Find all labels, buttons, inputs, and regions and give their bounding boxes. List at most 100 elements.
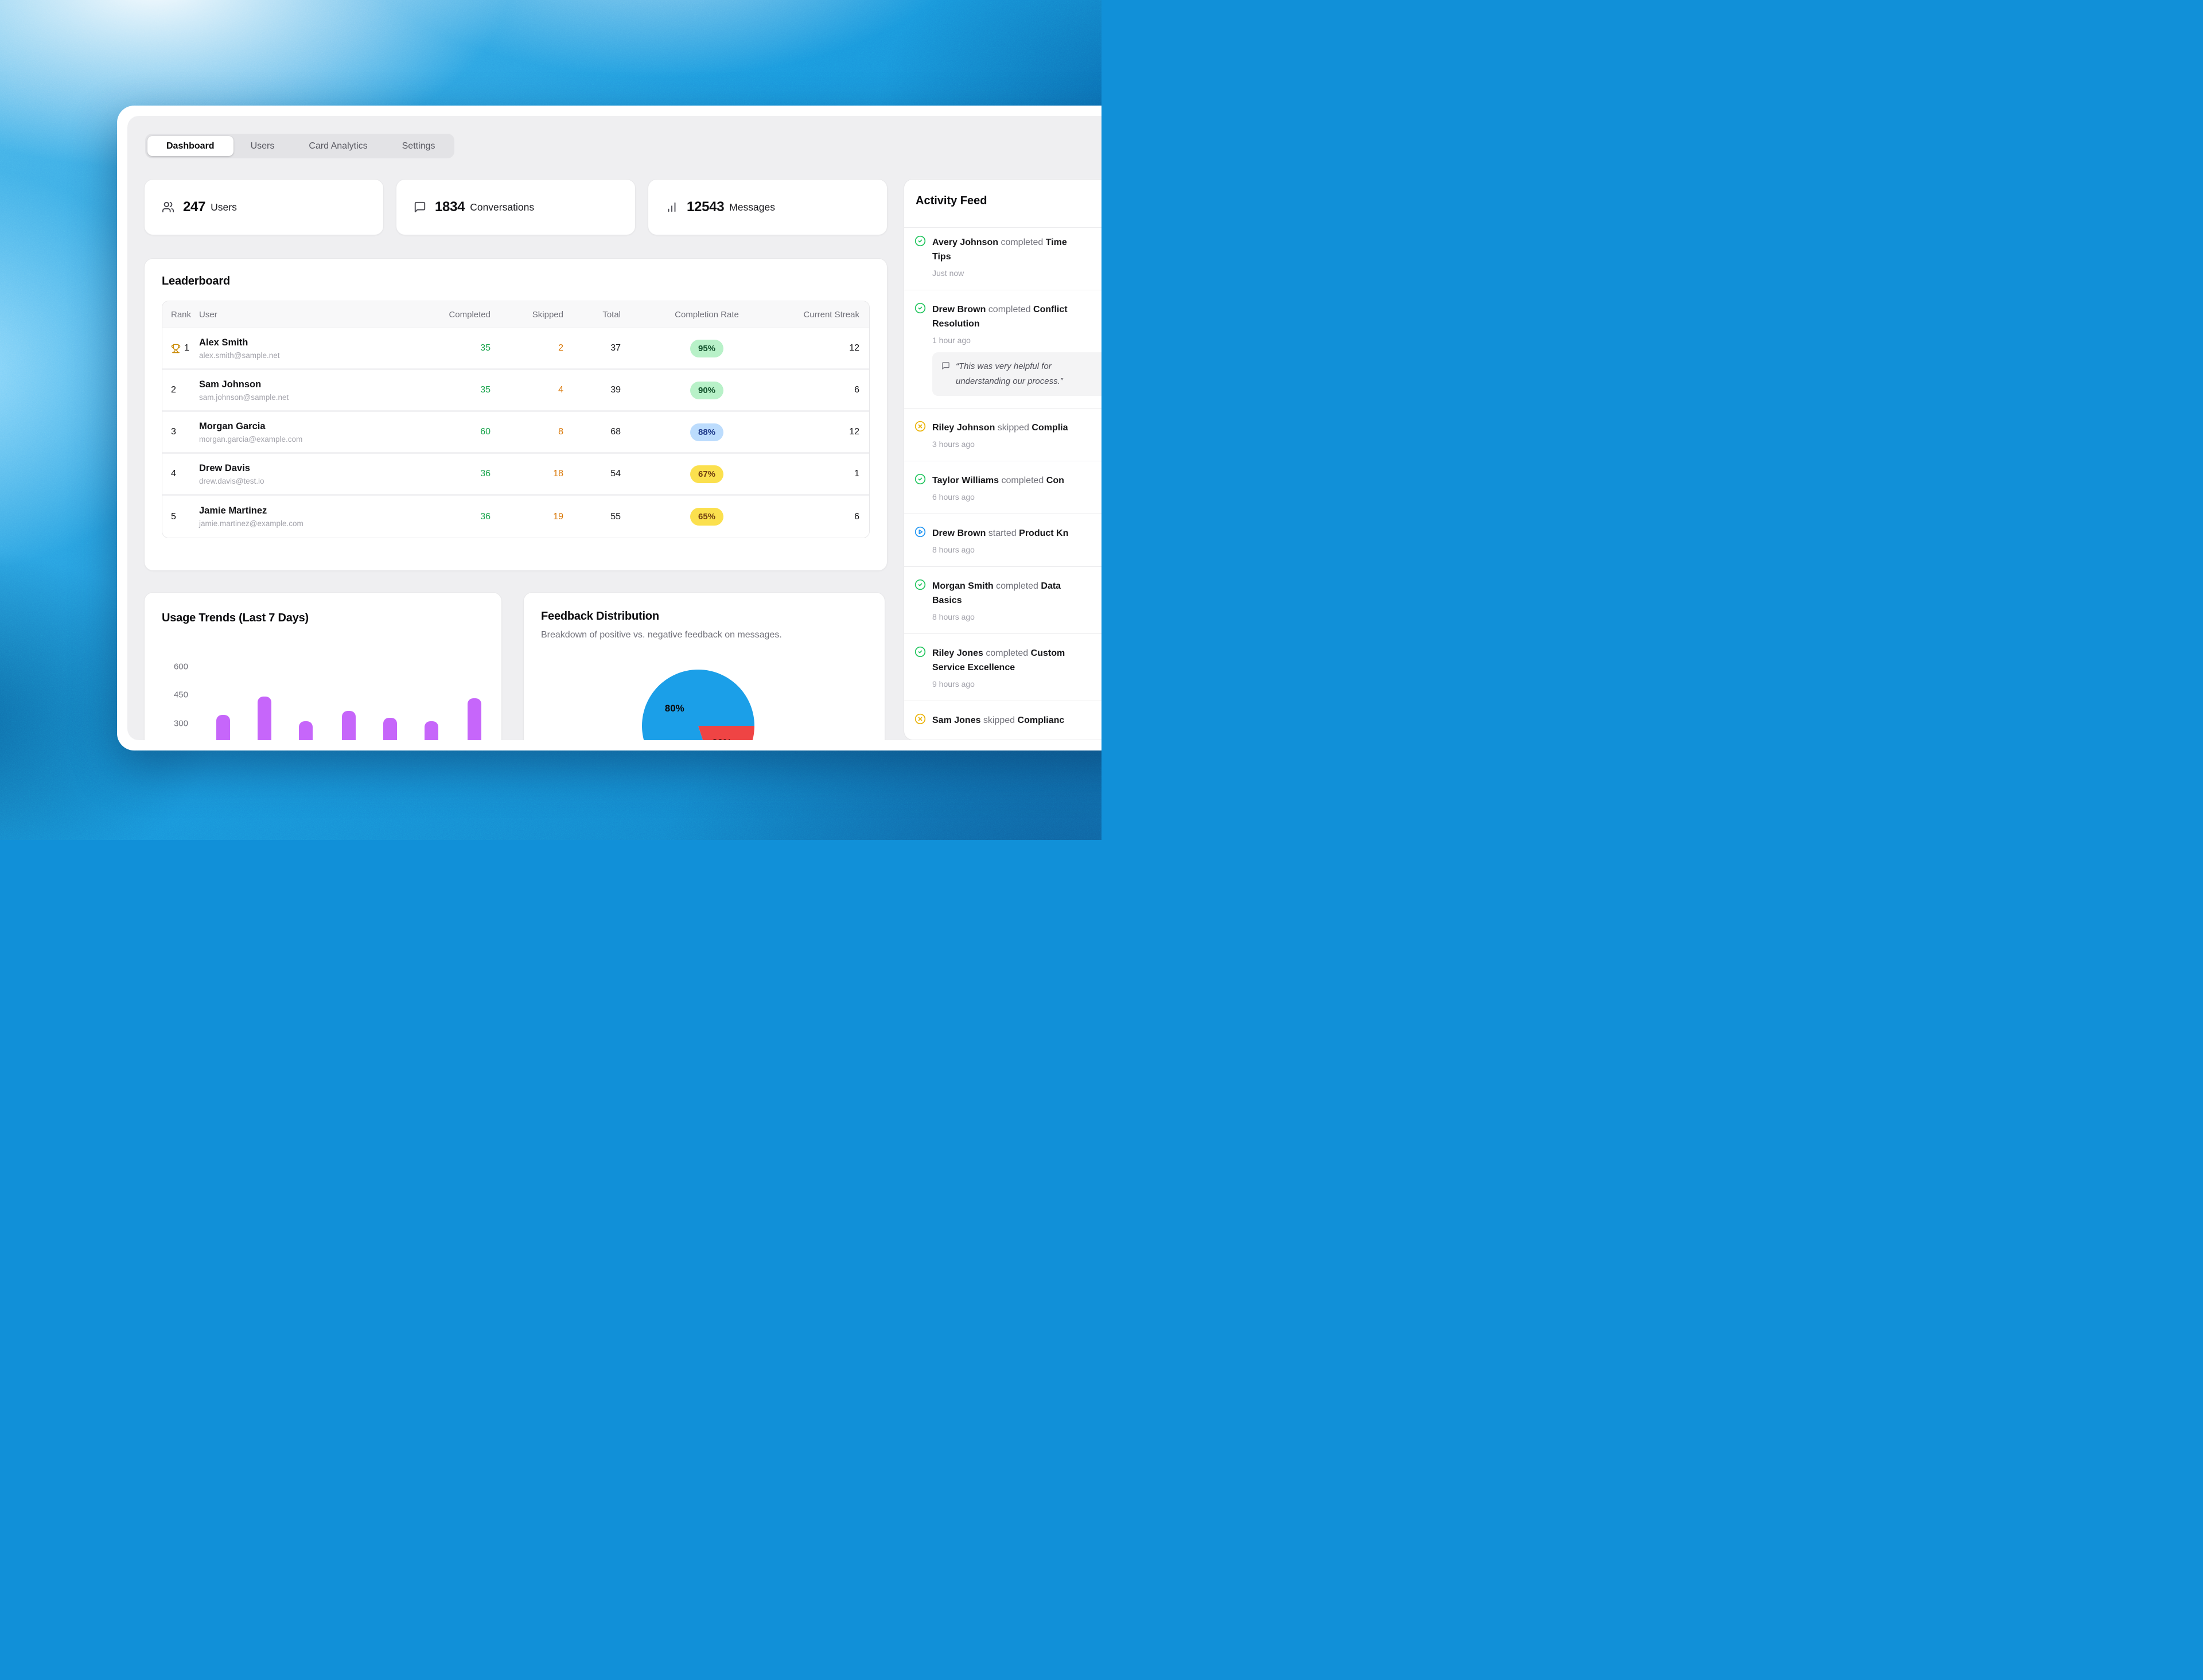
activity-item: Morgan Smith completed Data Basics 8 hours… <box>904 566 1102 633</box>
activity-segment-verb: completed <box>986 305 1031 314</box>
activity-item-body: Drew Brown completed Conflict Resolution 1… <box>932 302 1102 396</box>
usage-bar <box>216 714 230 740</box>
activity-item-text-line: Morgan Smith completed Data <box>932 579 1061 593</box>
leaderboard-body: 1 Alex Smith alex.smith@sample.net 35 2 37 95%… <box>162 328 869 538</box>
column-header-rank: Rank <box>171 309 192 320</box>
activity-item: Taylor Williams completed Con 6 hours ago <box>904 461 1102 514</box>
usage-trends-card: Usage Trends (Last 7 Days) 600 450 300 <box>144 592 502 740</box>
completed-value: 36 <box>480 469 491 479</box>
activity-segment-obj: Tips <box>932 252 951 262</box>
trophy-icon <box>171 344 181 353</box>
check-circle-icon <box>914 302 926 396</box>
activity-segment-obj: Complianc <box>1015 715 1065 725</box>
app-viewport: Dashboard Users Card Analytics Settings 247… <box>127 116 1102 740</box>
user-name: Jamie Martinez <box>199 505 267 516</box>
activity-item-text-line: Drew Brown completed Conflict <box>932 302 1102 317</box>
stat-card-users: 247 Users <box>144 179 384 235</box>
activity-feed-list[interactable]: Avery Johnson completed Time Tips Just now… <box>904 228 1102 740</box>
usage-bar <box>342 711 356 740</box>
completion-rate-cell: 88% <box>621 423 793 441</box>
leaderboard-title: Leaderboard <box>162 275 230 287</box>
stat-card-messages: 12543 Messages <box>648 179 888 235</box>
activity-segment-name: Riley Jones <box>932 648 983 658</box>
activity-item: Avery Johnson completed Time Tips Just now <box>904 228 1102 290</box>
user-name: Morgan Garcia <box>199 421 266 431</box>
bar-chart-icon <box>665 201 678 213</box>
activity-item: Riley Johnson skipped Complia 3 hours ago <box>904 408 1102 461</box>
stats-row: 247 Users 1834 Conversations 12543 Messages <box>144 179 888 235</box>
user-cell: Jamie Martinez jamie.martinez@example.com <box>199 505 417 528</box>
user-name: Sam Johnson <box>199 379 262 390</box>
activity-segment-obj: Product Kn <box>1016 528 1069 538</box>
tab-dashboard[interactable]: Dashboard <box>147 136 233 156</box>
usage-bar <box>383 717 397 740</box>
rank-number: 1 <box>184 343 189 353</box>
tab-bar: Dashboard Users Card Analytics Settings <box>145 134 455 158</box>
stat-label: Messages <box>729 201 776 213</box>
completion-rate-cell: 65% <box>621 508 793 526</box>
rank-cell: 3 <box>162 427 199 437</box>
activity-segment-obj: Basics <box>932 596 962 605</box>
check-circle-icon <box>914 646 926 689</box>
quote-text-line: understanding our process.” <box>956 376 1063 386</box>
activity-segment-name: Drew Brown <box>932 305 986 314</box>
user-email: morgan.garcia@example.com <box>199 434 303 444</box>
skipped-value: 2 <box>558 343 563 353</box>
total-value: 55 <box>610 511 621 522</box>
pie-slice-label: 20% <box>712 737 731 740</box>
rank-number: 3 <box>171 427 176 437</box>
rank-number: 4 <box>171 469 176 479</box>
activity-segment-name: Avery Johnson <box>932 238 998 247</box>
activity-item-body: Riley Johnson skipped Complia 3 hours ago <box>932 421 1068 449</box>
tab-card-analytics[interactable]: Card Analytics <box>309 141 368 151</box>
activity-item-body: Sam Jones skipped Complianc <box>932 713 1064 728</box>
activity-item-body: Morgan Smith completed Data Basics 8 hours… <box>932 579 1061 621</box>
activity-segment-name: Sam Jones <box>932 715 981 725</box>
activity-item-body: Taylor Williams completed Con 6 hours ago <box>932 473 1064 501</box>
rank-cell: 1 <box>162 343 199 353</box>
table-row: 1 Alex Smith alex.smith@sample.net 35 2 37 95%… <box>162 328 869 370</box>
completion-rate-badge: 65% <box>690 508 723 526</box>
completed-value: 36 <box>480 511 491 522</box>
stat-card-conversations: 1834 Conversations <box>396 179 636 235</box>
completion-rate-cell: 90% <box>621 381 793 399</box>
completion-rate-cell: 67% <box>621 465 793 483</box>
activity-item-text-line: Basics <box>932 593 1061 608</box>
streak-value: 6 <box>854 385 859 395</box>
y-axis-tick: 300 <box>173 718 188 729</box>
screenshot-canvas: Dashboard Users Card Analytics Settings 247… <box>0 0 1102 840</box>
rank-number: 2 <box>171 385 176 395</box>
activity-item-body: Avery Johnson completed Time Tips Just now <box>932 235 1067 278</box>
skipped-value: 4 <box>558 385 563 395</box>
activity-segment-obj: Complia <box>1029 423 1068 433</box>
tab-settings[interactable]: Settings <box>402 141 435 151</box>
total-value: 54 <box>610 469 621 479</box>
activity-item-text-line: Riley Jones completed Custom <box>932 646 1065 660</box>
column-header-completed: Completed <box>449 309 491 320</box>
activity-segment-verb: started <box>986 528 1017 538</box>
activity-segment-verb: completed <box>998 238 1044 247</box>
pie-svg <box>642 670 754 740</box>
rank-number: 5 <box>171 511 176 522</box>
activity-item-text-line: Service Excellence <box>932 660 1065 675</box>
activity-segment-name: Taylor Williams <box>932 476 999 485</box>
completed-value: 35 <box>480 385 491 395</box>
stat-value: 247 <box>183 199 206 215</box>
check-circle-icon <box>914 579 926 621</box>
activity-item-timestamp: 8 hours ago <box>932 545 975 554</box>
tab-users[interactable]: Users <box>250 141 275 151</box>
total-value: 39 <box>610 385 621 395</box>
completion-rate-badge: 67% <box>690 465 723 483</box>
skipped-value: 8 <box>558 427 563 437</box>
streak-value: 1 <box>854 469 859 479</box>
stat-label: Conversations <box>470 201 535 213</box>
activity-item: Drew Brown started Product Kn 8 hours ago <box>904 514 1102 566</box>
x-circle-icon <box>914 713 926 728</box>
leaderboard-header-row: Rank User Completed Skipped Total Completion … <box>162 301 869 328</box>
activity-item-body: Riley Jones completed Custom Service Exce… <box>932 646 1065 689</box>
usage-bar <box>468 698 481 740</box>
completed-value: 35 <box>480 343 491 353</box>
activity-item: Riley Jones completed Custom Service Exce… <box>904 633 1102 701</box>
feedback-card: Feedback Distribution Breakdown of posit… <box>523 592 885 740</box>
table-row: 4 Drew Davis drew.davis@test.io 36 18 54 67% 1 <box>162 454 869 496</box>
